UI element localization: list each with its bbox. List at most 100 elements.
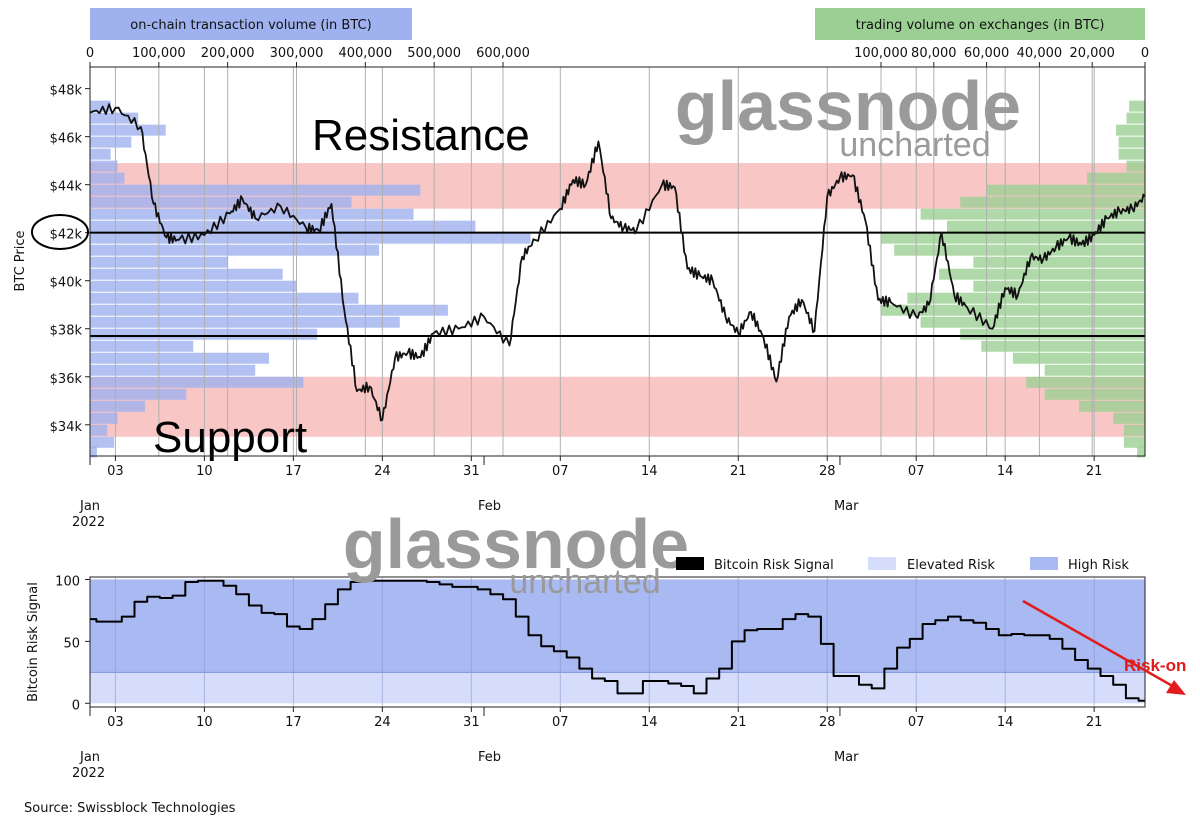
price-xtick-label: 14 xyxy=(997,464,1014,479)
onchain-axis-label: on-chain transaction volume (in BTC) xyxy=(130,18,371,33)
exchange-tick-label: 20,000 xyxy=(1069,46,1115,61)
exchange-volume-bar xyxy=(1118,148,1145,160)
risk-xtick-label: 28 xyxy=(819,715,836,730)
price-ytick-label: $36k xyxy=(50,372,83,387)
onchain-volume-bar xyxy=(90,280,297,292)
risk-xtick-label: 24 xyxy=(374,715,391,730)
onchain-volume-bar xyxy=(90,112,139,124)
exchange-volume-bar xyxy=(894,244,1145,256)
watermark-brand-2: glassnode xyxy=(343,505,689,583)
risk-on-arrowhead xyxy=(1166,680,1186,695)
exchange-volume-bar xyxy=(881,304,1145,316)
onchain-volume-bar xyxy=(90,352,269,364)
source-note: Source: Swissblock Technologies xyxy=(24,801,236,816)
exchange-volume-bar xyxy=(947,220,1145,232)
price-year-label: 2022 xyxy=(72,515,105,530)
onchain-volume-bar xyxy=(90,446,97,458)
high-risk-band xyxy=(90,579,1145,673)
exchange-volume-bar xyxy=(920,208,1145,220)
onchain-volume-bar xyxy=(90,160,118,172)
onchain-volume-bar xyxy=(90,148,111,160)
price-xtick-label: 14 xyxy=(641,464,658,479)
onchain-volume-bar xyxy=(90,364,256,376)
risk-on-label: Risk-on xyxy=(1124,656,1186,675)
risk-ytick-label: 0 xyxy=(72,698,80,713)
legend-swatch-signal xyxy=(676,557,704,570)
watermark-sub: uncharted xyxy=(839,126,990,164)
onchain-volume-bar xyxy=(90,220,476,232)
exchange-volume-bar xyxy=(1086,172,1145,184)
exchange-volume-bar xyxy=(973,280,1145,292)
onchain-volume-bar xyxy=(90,268,283,280)
exchange-volume-bar xyxy=(960,196,1145,208)
risk-ytick-label: 50 xyxy=(63,636,80,651)
price-xtick-label: 07 xyxy=(908,464,925,479)
exchange-volume-bar xyxy=(1118,136,1145,148)
exchange-volume-bar xyxy=(907,292,1145,304)
exchange-volume-bar xyxy=(1044,388,1145,400)
exchange-volume-bar xyxy=(981,340,1145,352)
risk-year-label: 2022 xyxy=(72,766,105,781)
watermark-brand: glassnode xyxy=(675,67,1021,145)
price-xtick-label: 21 xyxy=(1086,464,1103,479)
exchange-axis-label: trading volume on exchanges (in BTC) xyxy=(856,18,1105,33)
exchange-volume-bar xyxy=(1129,100,1145,112)
risk-on-arrow xyxy=(1022,599,1177,690)
onchain-volume-bar xyxy=(90,328,318,340)
price-xtick-label: 31 xyxy=(463,464,480,479)
onchain-volume-bar xyxy=(90,304,448,316)
price-xtick-label: 24 xyxy=(374,464,391,479)
price-ytick-label: $44k xyxy=(50,180,83,195)
onchain-volume-bar xyxy=(90,376,304,388)
price-ytick-label: $38k xyxy=(50,324,83,339)
exchange-axis-label-box xyxy=(815,8,1145,40)
exchange-volume-bar xyxy=(960,328,1145,340)
price-xtick-label: 17 xyxy=(285,464,302,479)
onchain-volume-bar xyxy=(90,232,531,244)
price-plot-frame xyxy=(89,66,1146,457)
onchain-axis-label-box xyxy=(90,8,412,40)
legend-label-high: High Risk xyxy=(1068,558,1129,573)
risk-axis-label: Bitcoin Risk Signal xyxy=(26,582,41,702)
onchain-volume-bar xyxy=(90,100,111,112)
exchange-volume-bar xyxy=(1113,412,1145,424)
risk-month-label: Feb xyxy=(478,750,501,765)
exchange-volume-bar xyxy=(920,316,1145,328)
onchain-volume-bar xyxy=(90,436,115,448)
onchain-volume-bar xyxy=(90,388,187,400)
btc-price-line xyxy=(89,103,1146,422)
price-ytick-label: $46k xyxy=(50,132,83,147)
onchain-tick-label: 100,000 xyxy=(132,46,186,61)
onchain-tick-label: 600,000 xyxy=(476,46,530,61)
price-xtick-label: 07 xyxy=(552,464,569,479)
exchange-volume-bar xyxy=(1123,436,1145,448)
exchange-volume-bar xyxy=(881,232,1145,244)
legend-label-signal: Bitcoin Risk Signal xyxy=(714,558,834,573)
onchain-volume-bar xyxy=(90,316,400,328)
resistance-label: Resistance xyxy=(312,111,530,160)
onchain-tick-label: 300,000 xyxy=(270,46,324,61)
price-ytick-label: $34k xyxy=(50,420,83,435)
exchange-tick-label: 100,000 xyxy=(854,46,908,61)
exchange-tick-label: 40,000 xyxy=(1017,46,1063,61)
risk-xtick-label: 14 xyxy=(997,715,1014,730)
exchange-tick-label: 60,000 xyxy=(964,46,1010,61)
exchange-volume-bar xyxy=(986,184,1145,196)
onchain-volume-bar xyxy=(90,172,125,184)
onchain-volume-bar xyxy=(90,196,352,208)
exchange-volume-bar xyxy=(939,268,1145,280)
exchange-volume-bar xyxy=(1044,364,1145,376)
risk-xtick-label: 21 xyxy=(730,715,747,730)
price-xtick-label: 10 xyxy=(196,464,213,479)
onchain-tick-label: 200,000 xyxy=(201,46,255,61)
risk-xtick-label: 21 xyxy=(1086,715,1103,730)
exchange-volume-bar xyxy=(1026,376,1145,388)
exchange-volume-bar xyxy=(1079,400,1145,412)
price-xtick-label: 03 xyxy=(107,464,124,479)
support-label: Support xyxy=(153,413,307,462)
price-month-label: Jan xyxy=(79,499,100,514)
price-ytick-label: $42k xyxy=(50,228,83,243)
price-ytick-label: $48k xyxy=(50,84,83,99)
onchain-volume-bar xyxy=(90,124,166,136)
